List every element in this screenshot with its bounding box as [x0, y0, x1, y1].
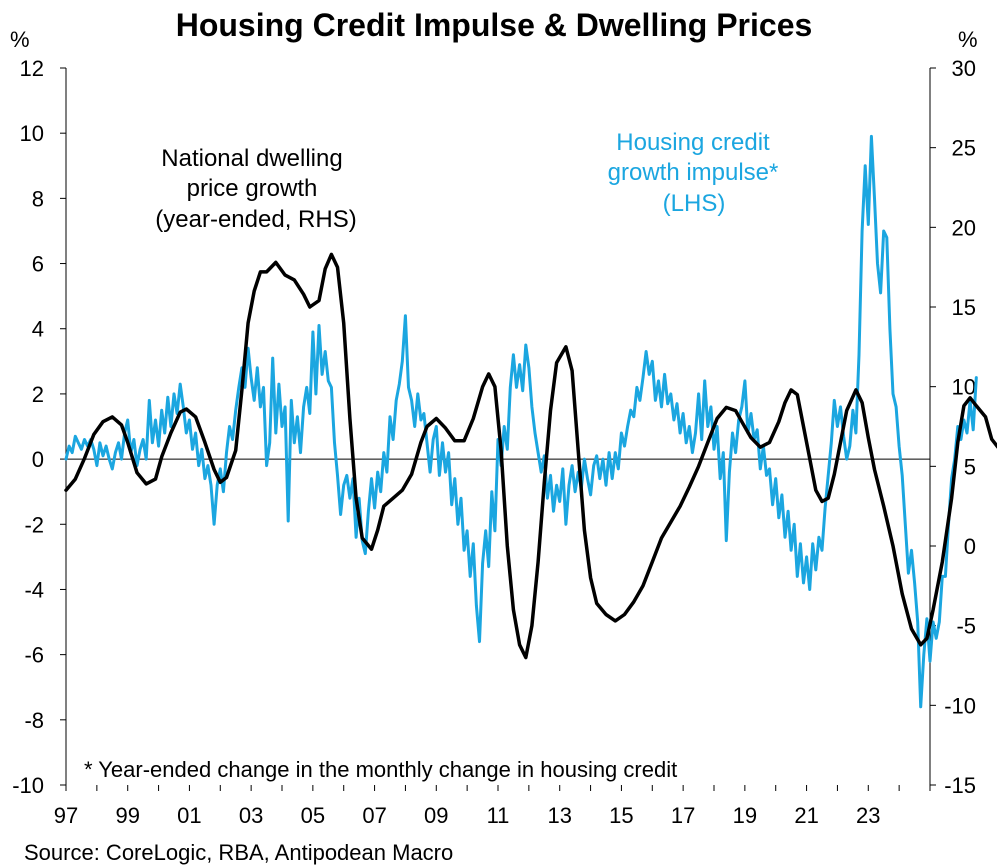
x-tick-label: 13 [547, 803, 571, 828]
right-tick-label: -10 [944, 693, 976, 718]
right-axis: 30 25 20 15 10 5 0 -5 -10 -15 [930, 56, 976, 798]
left-tick-label: 10 [20, 121, 44, 146]
credit-annotation-line-1: Housing credit [616, 129, 770, 156]
right-tick-label: 15 [952, 295, 976, 320]
right-tick-label: -15 [944, 773, 976, 798]
left-tick-label: -4 [24, 577, 44, 602]
x-tick-label: 21 [794, 803, 818, 828]
right-tick-label: 5 [964, 454, 976, 479]
x-axis: 97 99 01 03 05 07 09 11 13 15 17 19 21 23 [54, 785, 931, 828]
x-tick-label: 15 [609, 803, 633, 828]
x-tick-label: 17 [671, 803, 695, 828]
series-line-housing-credit-impulse [64, 134, 978, 709]
x-tick-label: 99 [115, 803, 139, 828]
x-tick-label: 05 [301, 803, 325, 828]
right-tick-label: 20 [952, 215, 976, 240]
right-axis-unit: % [958, 27, 978, 52]
credit-annotation-line-3: (LHS) [663, 190, 726, 217]
right-tick-label: 10 [952, 375, 976, 400]
x-tick-label: 19 [733, 803, 757, 828]
series-line-dwelling-price-growth [64, 252, 997, 660]
x-tick-label: 11 [487, 803, 510, 828]
left-tick-label: -6 [24, 643, 44, 668]
x-tick-label: 97 [54, 803, 78, 828]
series-layer [64, 134, 997, 709]
left-axis: 12 10 8 6 4 2 0 -2 -4 -6 -8 -10 [12, 56, 66, 798]
dwelling-annotation-line-2: price growth [187, 175, 318, 202]
left-tick-label: 12 [20, 56, 44, 81]
x-tick-label: 09 [424, 803, 448, 828]
x-tick-label: 03 [239, 803, 263, 828]
left-tick-label: 8 [32, 186, 44, 211]
x-tick-label: 23 [856, 803, 880, 828]
left-tick-label: 4 [32, 317, 44, 342]
dwelling-annotation-line-1: National dwelling [161, 145, 342, 172]
chart-title: Housing Credit Impulse & Dwelling Prices [176, 7, 813, 43]
dwelling-annotation-line-3: (year-ended, RHS) [155, 206, 356, 233]
dwelling-annotation: National dwelling price growth (year-end… [155, 145, 356, 233]
footnote: * Year-ended change in the monthly chang… [84, 757, 677, 782]
right-tick-label: 30 [952, 56, 976, 81]
credit-annotation-line-2: growth impulse* [608, 159, 779, 186]
right-tick-label: 25 [952, 136, 976, 161]
right-tick-label: -5 [956, 614, 976, 639]
left-axis-unit: % [10, 27, 30, 52]
credit-annotation: Housing credit growth impulse* (LHS) [608, 129, 779, 217]
left-tick-label: -10 [12, 773, 44, 798]
left-tick-label: -8 [24, 708, 44, 733]
left-tick-label: 2 [32, 382, 44, 407]
right-tick-label: 0 [964, 534, 976, 559]
left-tick-label: 6 [32, 252, 44, 277]
x-tick-label: 07 [362, 803, 386, 828]
left-tick-label: -2 [24, 512, 44, 537]
source-note: Source: CoreLogic, RBA, Antipodean Macro [24, 840, 453, 865]
x-tick-label: 01 [177, 803, 201, 828]
left-tick-label: 0 [32, 447, 44, 472]
